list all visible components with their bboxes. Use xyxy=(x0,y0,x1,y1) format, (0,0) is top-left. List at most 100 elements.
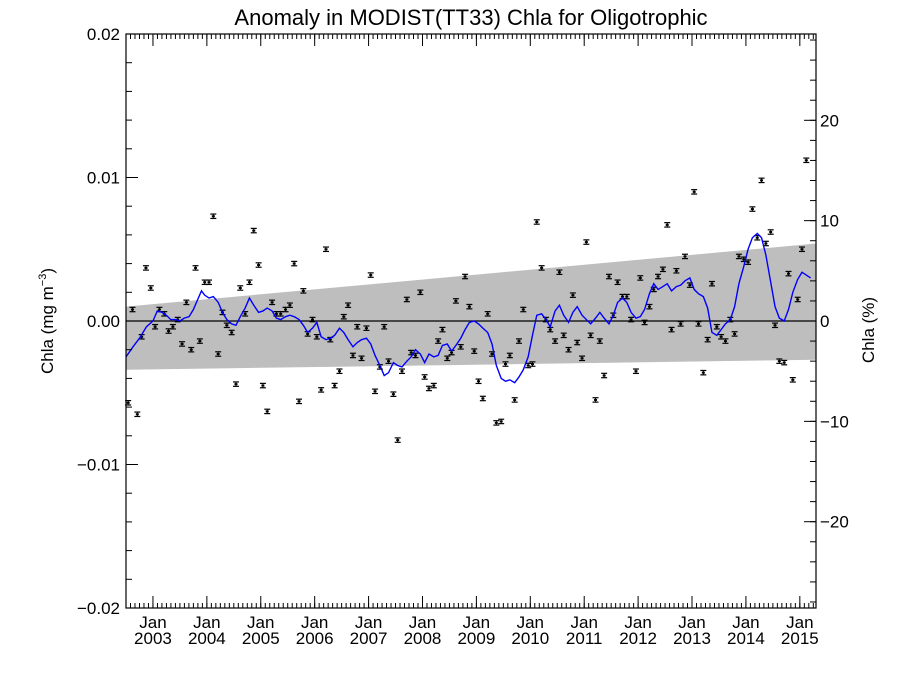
x-tick-year-label: 2009 xyxy=(457,629,495,648)
anomaly-point xyxy=(372,388,379,395)
point-marker xyxy=(696,322,700,325)
anomaly-point xyxy=(623,293,630,300)
point-marker xyxy=(513,398,517,401)
anomaly-point xyxy=(772,322,779,329)
point-marker xyxy=(167,330,171,333)
point-marker xyxy=(652,288,656,291)
anomaly-point xyxy=(237,285,244,291)
x-tick-month-label: Jan xyxy=(786,613,813,632)
anomaly-point xyxy=(425,385,432,392)
anomaly-point xyxy=(223,322,230,329)
left-tick-label: −0.01 xyxy=(77,456,120,475)
anomaly-point xyxy=(632,368,639,375)
point-marker xyxy=(189,348,193,351)
point-marker xyxy=(243,312,247,315)
anomaly-point xyxy=(646,303,653,310)
point-marker xyxy=(337,370,341,373)
anomaly-point xyxy=(358,355,365,362)
point-marker xyxy=(171,325,175,328)
anomaly-point xyxy=(232,381,239,387)
x-tick-month-label: Jan xyxy=(570,613,597,632)
point-marker xyxy=(432,384,436,387)
point-marker xyxy=(616,281,620,284)
x-tick-month-label: Jan xyxy=(247,613,274,632)
point-marker xyxy=(198,340,202,343)
x-tick-year-label: 2003 xyxy=(134,629,172,648)
anomaly-point xyxy=(552,338,559,344)
anomaly-point xyxy=(798,246,805,253)
anomaly-point xyxy=(691,189,698,195)
point-marker xyxy=(467,305,471,308)
point-marker xyxy=(346,304,350,307)
anomaly-point xyxy=(169,323,176,330)
anomaly-point xyxy=(367,272,374,278)
anomaly-point xyxy=(637,275,644,281)
point-marker xyxy=(391,393,395,396)
point-marker xyxy=(144,266,148,269)
anomaly-point xyxy=(196,338,203,344)
point-marker xyxy=(149,286,153,289)
point-marker xyxy=(472,350,476,353)
point-marker xyxy=(499,420,503,423)
anomaly-point xyxy=(560,332,567,339)
right-tick-label: 10 xyxy=(820,212,839,231)
point-marker xyxy=(418,291,422,294)
anomaly-point xyxy=(794,296,801,303)
anomaly-point xyxy=(331,382,338,389)
anomaly-point xyxy=(713,323,720,330)
point-marker xyxy=(638,276,642,279)
point-marker xyxy=(723,340,727,343)
anomaly-point xyxy=(309,316,316,323)
point-marker xyxy=(409,351,413,354)
anomaly-point xyxy=(259,382,266,389)
point-marker xyxy=(643,321,647,324)
point-marker xyxy=(504,363,507,366)
point-marker xyxy=(373,390,377,393)
point-marker xyxy=(463,275,467,278)
point-marker xyxy=(535,220,539,223)
anomaly-point xyxy=(601,372,608,379)
anomaly-point xyxy=(403,296,410,303)
x-tick-year-label: 2013 xyxy=(673,629,711,648)
anomaly-point xyxy=(579,355,586,362)
point-marker xyxy=(517,340,521,343)
point-marker xyxy=(791,378,795,381)
anomaly-point xyxy=(246,279,253,286)
point-marker xyxy=(333,384,337,387)
point-marker xyxy=(679,322,683,325)
anomaly-point xyxy=(462,273,469,280)
point-marker xyxy=(607,275,611,278)
point-marker xyxy=(580,357,584,360)
anomaly-point xyxy=(781,359,788,366)
point-marker xyxy=(445,357,449,360)
anomaly-point xyxy=(785,270,792,277)
point-marker xyxy=(301,289,305,292)
point-marker xyxy=(454,299,458,302)
anomaly-point xyxy=(803,157,810,164)
anomaly-point xyxy=(147,285,154,291)
anomaly-point xyxy=(228,329,235,336)
anomaly-point xyxy=(318,387,325,393)
point-marker xyxy=(238,286,242,289)
point-marker xyxy=(153,325,157,328)
anomaly-point xyxy=(291,260,298,267)
anomaly-point xyxy=(300,288,307,294)
point-marker xyxy=(382,325,386,328)
left-tick-label: −0.02 xyxy=(77,599,120,618)
point-marker xyxy=(247,281,251,284)
anomaly-point xyxy=(188,346,195,353)
anomaly-point xyxy=(556,269,563,276)
x-tick-year-label: 2005 xyxy=(242,629,280,648)
x-tick-month-label: Jan xyxy=(517,613,544,632)
point-marker xyxy=(261,384,265,387)
point-marker xyxy=(279,312,283,315)
point-marker xyxy=(211,215,215,218)
point-marker xyxy=(450,351,454,354)
left-y-axis-label: Chla (mg m−3) xyxy=(37,268,57,374)
point-marker xyxy=(436,340,440,343)
anomaly-point xyxy=(511,397,518,403)
point-marker xyxy=(265,410,269,413)
point-marker xyxy=(360,357,364,360)
point-marker xyxy=(351,354,355,357)
point-marker xyxy=(562,334,566,337)
